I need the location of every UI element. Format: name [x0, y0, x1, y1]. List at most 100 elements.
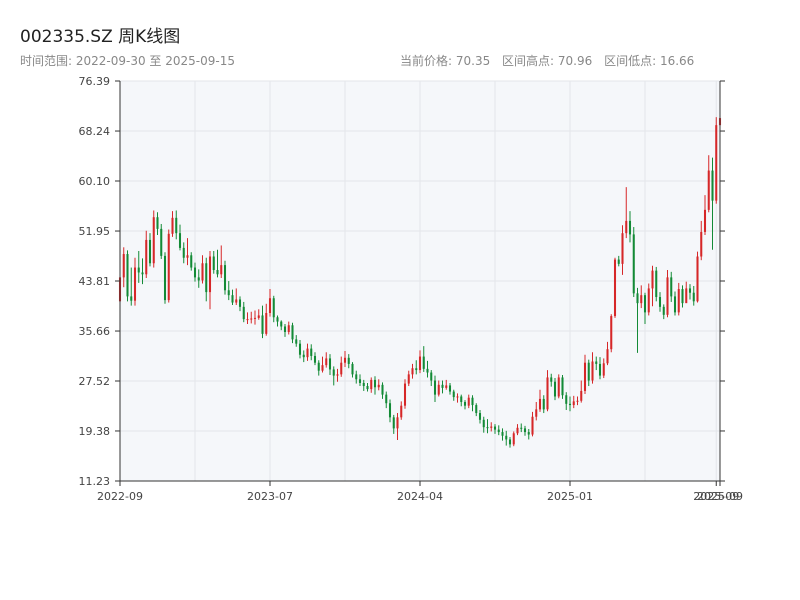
candle	[321, 356, 324, 373]
candle	[505, 430, 508, 446]
candle	[156, 212, 159, 236]
candle	[246, 312, 249, 325]
candle-body	[535, 409, 538, 417]
candle-body	[283, 326, 287, 333]
candle	[655, 266, 658, 302]
candle-body	[403, 383, 407, 406]
axes: 11.23 19.38 27.52 35.66 43.81 51.95 60.10 68.24…	[79, 75, 743, 503]
candle	[145, 230, 148, 278]
candle	[520, 423, 523, 433]
candle	[707, 155, 710, 213]
candle	[182, 242, 185, 264]
candle	[535, 401, 538, 421]
range-high: 区间高点: 70.96	[502, 54, 593, 68]
candle	[493, 424, 497, 434]
candle	[692, 285, 695, 306]
candle-body	[302, 354, 305, 358]
candle-body	[130, 296, 133, 301]
candle-body	[452, 391, 455, 398]
candle-body	[628, 220, 632, 235]
candle-body	[295, 339, 298, 344]
candle	[306, 343, 309, 361]
candle	[167, 229, 170, 303]
candle	[137, 250, 140, 283]
candle-body	[715, 125, 718, 201]
y-tick-label: 27.52	[79, 375, 111, 388]
candle	[681, 285, 684, 308]
candle	[677, 282, 680, 316]
candle	[238, 296, 242, 312]
candle-body	[373, 379, 377, 388]
candle	[460, 394, 463, 407]
candle	[658, 292, 662, 312]
candle-body	[583, 362, 587, 391]
candle	[475, 403, 478, 417]
candle-body	[542, 398, 545, 410]
candle-body	[231, 295, 234, 303]
candle	[223, 260, 227, 295]
candle-body	[250, 318, 253, 320]
candle-body	[617, 259, 620, 264]
candle-body	[340, 362, 343, 375]
candle-body	[268, 298, 272, 313]
candle-body	[501, 432, 504, 436]
candle-body	[310, 348, 313, 356]
candle	[133, 257, 137, 306]
candle-body	[400, 405, 403, 418]
candle-body	[445, 385, 448, 388]
candle	[625, 187, 628, 239]
candle-body	[677, 289, 680, 313]
candle	[591, 352, 594, 384]
candle-body	[673, 296, 677, 313]
candle	[295, 335, 298, 347]
candle-body	[531, 416, 534, 435]
candle-body	[662, 306, 665, 315]
candle	[666, 270, 669, 318]
candle-body	[186, 255, 189, 258]
candle-body	[591, 361, 594, 381]
x-tick-label: 2024-04	[397, 490, 443, 503]
candle	[310, 344, 313, 361]
candle	[448, 382, 452, 395]
candle	[197, 269, 200, 288]
candle-body	[332, 369, 335, 376]
candle	[186, 238, 189, 266]
candle	[587, 359, 590, 387]
candle	[261, 305, 264, 339]
candle	[317, 360, 320, 376]
chart-title: 002335.SZ 周K线图	[20, 27, 181, 47]
candle-body	[122, 254, 125, 278]
candle-body	[328, 358, 332, 370]
candle	[373, 376, 377, 395]
candle-body	[595, 361, 598, 364]
candle	[497, 425, 500, 436]
candle-body	[636, 293, 639, 304]
candle	[407, 370, 410, 387]
candle-body	[377, 384, 380, 388]
x-tick-label: 2023-07	[247, 490, 293, 503]
candle	[272, 295, 275, 323]
candle-body	[156, 217, 159, 229]
candle-body	[246, 319, 249, 321]
candle-body	[613, 259, 617, 317]
candle	[673, 291, 677, 316]
candle	[512, 431, 515, 447]
candle-body	[703, 209, 707, 232]
candle-body	[670, 277, 673, 297]
candle	[366, 382, 369, 392]
candle	[632, 227, 635, 298]
candle-body	[651, 270, 654, 289]
candle	[193, 262, 197, 282]
candle-body	[407, 374, 410, 384]
candle	[602, 358, 605, 379]
candle-body	[362, 382, 365, 387]
x-tick-label: 2022-09	[97, 490, 143, 503]
candle-body	[317, 362, 320, 371]
candle	[216, 249, 219, 278]
candle	[501, 428, 504, 441]
candle-body	[711, 170, 714, 201]
candle	[715, 117, 718, 204]
candle-body	[572, 401, 575, 406]
candle	[546, 370, 549, 412]
candle-body	[565, 395, 568, 404]
